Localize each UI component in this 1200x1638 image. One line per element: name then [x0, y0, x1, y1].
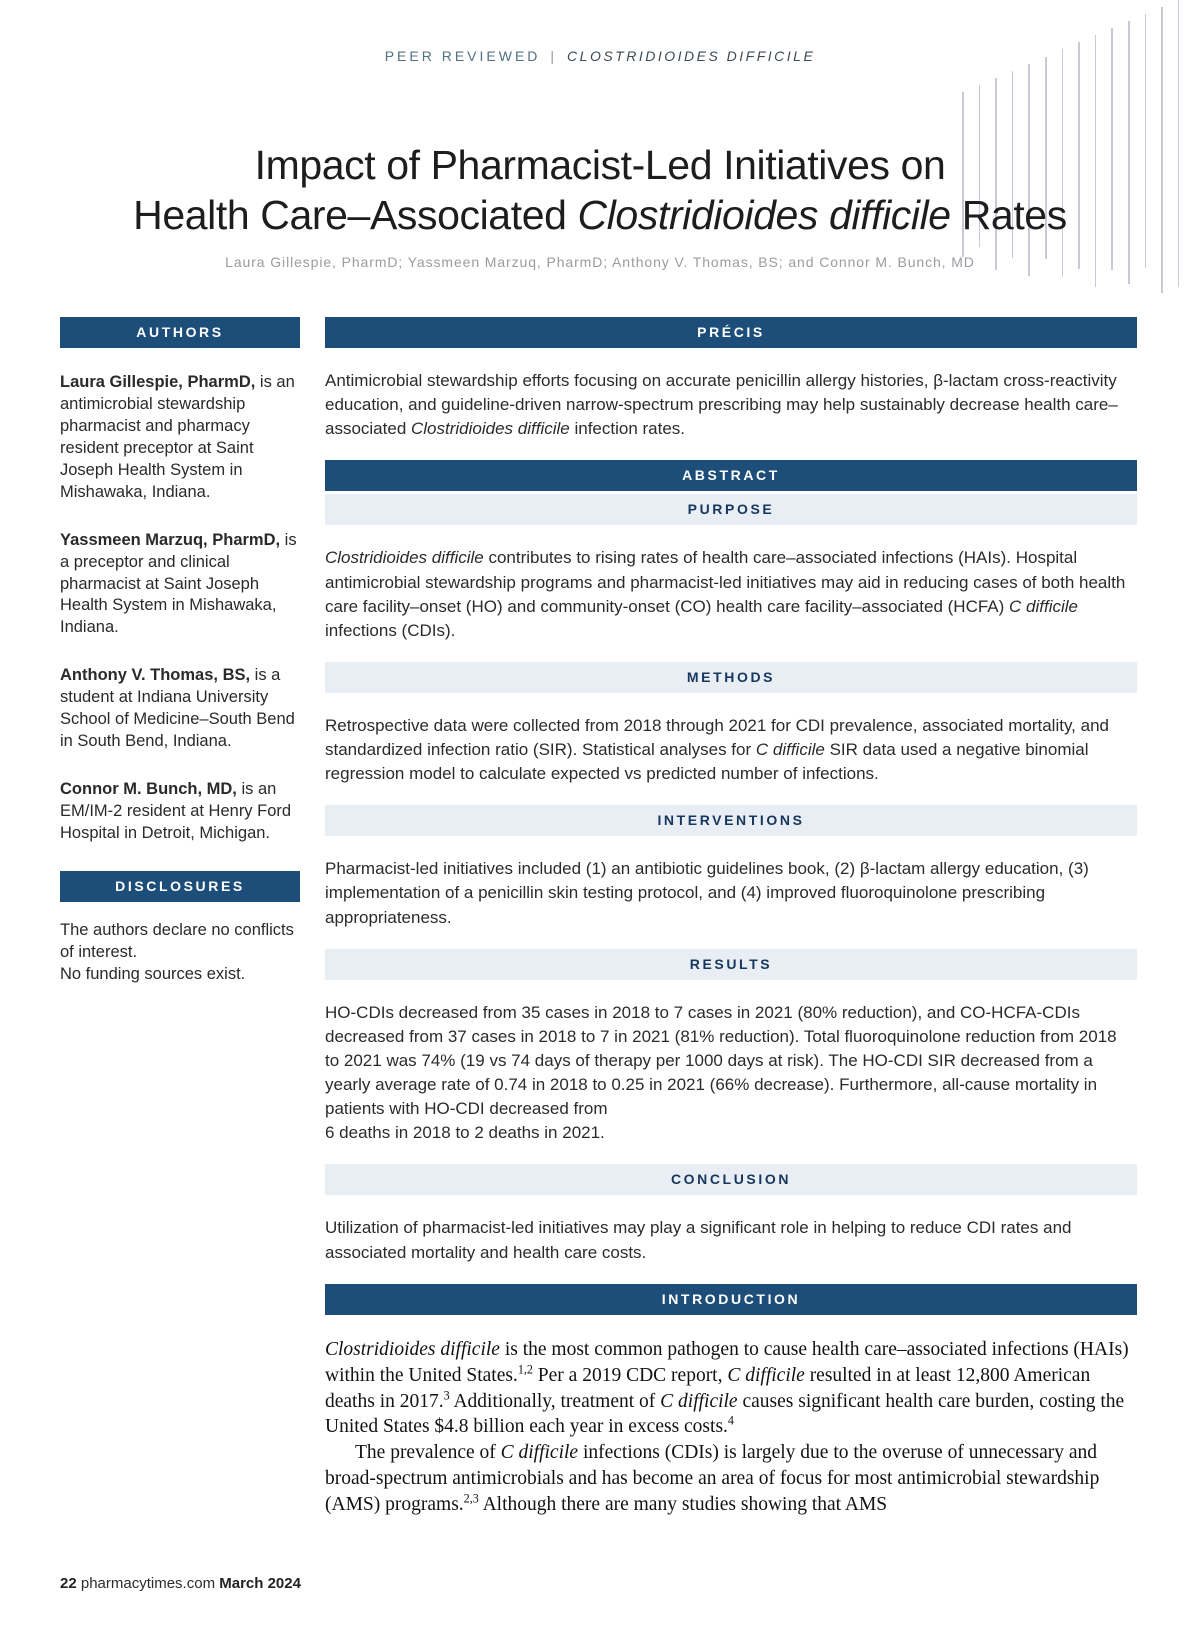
introduction-header-bar: INTRODUCTION [325, 1283, 1137, 1315]
methods-header-bar: METHODS [325, 661, 1137, 693]
eyebrow-separator: | [550, 48, 558, 64]
deco-line [1177, 0, 1180, 288]
site-name: pharmacytimes.com [80, 1575, 216, 1592]
issue-date: March 2024 [219, 1575, 301, 1592]
decorative-vertical-lines [962, 0, 1200, 300]
page-eyebrow: PEER REVIEWED | CLOSTRIDIOIDES DIFFICILE [0, 0, 1200, 64]
deco-line [962, 92, 964, 257]
section-conclusion: CONCLUSION Utilization of pharmacist-led… [325, 1164, 1137, 1264]
article-title-line2: Health Care–Associated Clostridioides di… [133, 192, 1067, 239]
deco-line [1061, 49, 1064, 277]
section-results: RESULTS HO-CDIs decreased from 35 cases … [325, 948, 1137, 1146]
deco-line [1144, 13, 1147, 269]
article-title-line1: Impact of Pharmacist-Led Initiatives on [254, 142, 946, 188]
sidebar: AUTHORS Laura Gillespie, PharmD, is an a… [60, 317, 300, 1518]
interventions-header-bar: INTERVENTIONS [325, 805, 1137, 837]
deco-line [1028, 63, 1030, 277]
eyebrow-topic-label: CLOSTRIDIOIDES DIFFICILE [567, 48, 816, 64]
disclosure-statement: No funding sources exist. [60, 964, 246, 983]
author-bio: Yassmeen Marzuq, PharmD, is a preceptor … [60, 530, 297, 637]
authors-header-bar: AUTHORS [60, 317, 300, 349]
deco-line [1094, 35, 1097, 288]
precis-text: Antimicrobial stewardship efforts focusi… [325, 371, 1118, 439]
page-number: 22 [60, 1575, 77, 1592]
disclosures-header-bar: DISCLOSURES [60, 870, 300, 902]
article-title: Impact of Pharmacist-Led Initiatives on … [0, 140, 1200, 240]
methods-text: Retrospective data were collected from 2… [325, 715, 1109, 784]
peer-reviewed-label: PEER REVIEWED [384, 48, 541, 64]
author-bio: Laura Gillespie, PharmD, is an antimicro… [60, 373, 295, 501]
byline: Laura Gillespie, PharmD; Yassmeen Marzuq… [225, 254, 975, 271]
section-interventions: INTERVENTIONS Pharmacist-led initiatives… [325, 805, 1137, 929]
content-columns: AUTHORS Laura Gillespie, PharmD, is an a… [60, 317, 1137, 1518]
author-bio: Anthony V. Thomas, BS, is a student at I… [60, 666, 295, 751]
section-abstract: ABSTRACT PURPOSE Clostridioides difficil… [325, 460, 1137, 643]
deco-line [1011, 70, 1014, 258]
introduction-paragraph: Clostridioides difficile is the most com… [325, 1338, 1129, 1438]
section-methods: METHODS Retrospective data were collecte… [325, 661, 1137, 786]
precis-header-bar: PRÉCIS [325, 317, 1137, 349]
deco-line [978, 84, 981, 248]
purpose-header-bar: PURPOSE [325, 494, 1137, 526]
page-footer: 22 pharmacytimes.com March 2024 [60, 1575, 301, 1592]
conclusion-header-bar: CONCLUSION [325, 1164, 1137, 1196]
deco-line [1045, 56, 1047, 259]
deco-line [1111, 28, 1113, 270]
deco-line [995, 77, 997, 270]
purpose-text: Clostridioides difficile contributes to … [325, 548, 1126, 640]
results-header-bar: RESULTS [325, 948, 1137, 980]
disclosure-statement: The authors declare no conflicts of inte… [60, 920, 294, 961]
author-bio: Connor M. Bunch, MD, is an EM/IM-2 resid… [60, 780, 292, 842]
introduction-paragraph: The prevalence of C difficile infections… [325, 1442, 1100, 1516]
abstract-header-bar: ABSTRACT [325, 460, 1137, 492]
deco-line [1161, 6, 1163, 293]
results-text: HO-CDIs decreased from 35 cases in 2018 … [325, 1002, 1117, 1143]
main-column: PRÉCIS Antimicrobial stewardship efforts… [325, 317, 1137, 1518]
conclusion-text: Utilization of pharmacist-led initiative… [325, 1218, 1072, 1262]
deco-line [1128, 21, 1130, 284]
interventions-text: Pharmacist-led initiatives included (1) … [325, 859, 1089, 927]
deco-line [1078, 42, 1080, 270]
section-introduction: INTRODUCTION Clostridioides difficile is… [325, 1283, 1137, 1518]
section-precis: PRÉCIS Antimicrobial stewardship efforts… [325, 317, 1137, 441]
